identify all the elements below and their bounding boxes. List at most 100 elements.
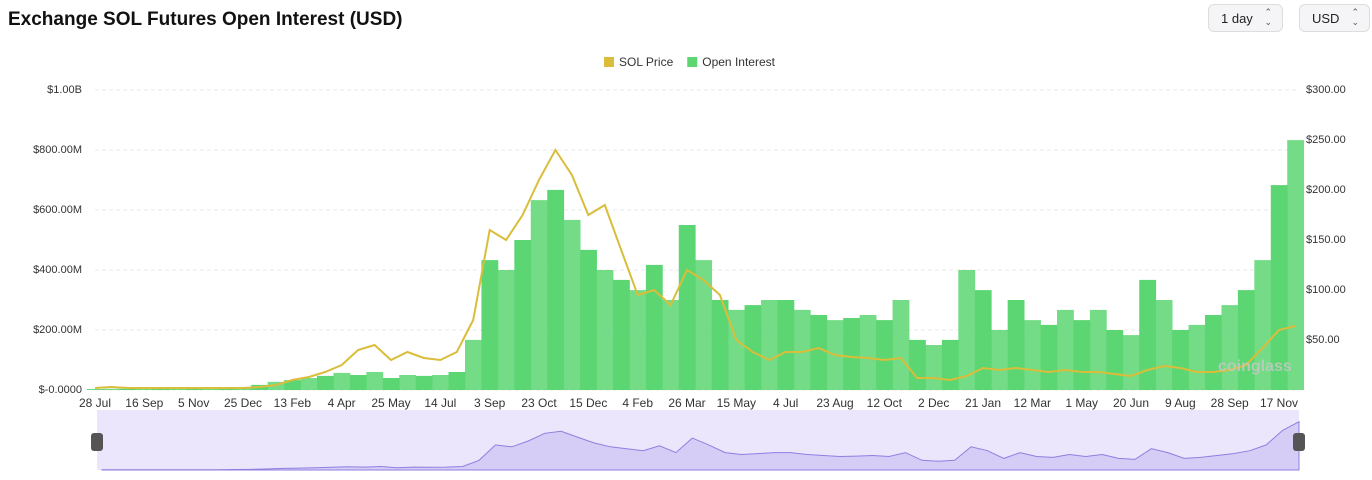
bar: [645, 264, 663, 390]
navigator-handle[interactable]: [91, 433, 103, 451]
bar: [596, 270, 614, 390]
bar: [1024, 320, 1041, 390]
bar: [1221, 305, 1239, 390]
bar: [201, 388, 219, 390]
y-tick-label: $400.00M: [33, 264, 82, 276]
x-tick-label: 25 May: [371, 396, 410, 410]
bar: [629, 290, 647, 390]
bar: [909, 339, 926, 390]
bar: [103, 388, 121, 390]
bar: [1270, 185, 1288, 390]
x-tick-label: 28 Jul: [79, 396, 111, 410]
x-tick-label: 17 Nov: [1260, 396, 1298, 410]
bar: [1254, 260, 1272, 390]
bar: [876, 320, 893, 390]
legend-label: SOL Price: [619, 55, 674, 69]
bar: [991, 330, 1009, 390]
x-tick-label: 20 Jun: [1113, 396, 1149, 410]
bar: [563, 219, 581, 390]
bar: [777, 300, 795, 390]
bar: [1172, 330, 1189, 390]
bar: [547, 189, 565, 390]
bar: [1089, 309, 1107, 390]
bar: [859, 315, 877, 390]
bar: [695, 260, 713, 390]
bar: [382, 378, 400, 390]
x-tick-label: 25 Dec: [224, 396, 262, 410]
bar: [958, 270, 976, 390]
x-tick-label: 21 Jan: [965, 396, 1001, 410]
x-tick-label: 4 Jul: [773, 396, 798, 410]
y2-tick-label: $150.00: [1306, 234, 1346, 246]
x-tick-label: 9 Aug: [1165, 396, 1196, 410]
bar: [1007, 300, 1025, 390]
y2-tick-label: $50.00: [1306, 334, 1340, 346]
bar: [284, 380, 301, 390]
bar: [169, 388, 186, 390]
bar: [925, 345, 943, 390]
y-tick-label: $-0.0000: [39, 384, 82, 396]
x-tick-label: 15 Dec: [569, 396, 607, 410]
bar: [530, 200, 548, 390]
bar: [119, 388, 137, 390]
x-tick-label: 23 Aug: [816, 396, 853, 410]
bar: [465, 339, 482, 390]
bar: [761, 300, 778, 390]
x-tick-label: 28 Sep: [1211, 396, 1249, 410]
bar: [432, 375, 449, 390]
bar: [1040, 324, 1058, 390]
bar: [399, 375, 417, 390]
y-tick-label: $800.00M: [33, 144, 82, 156]
bar: [185, 388, 203, 390]
bar: [152, 388, 170, 390]
legend-label: Open Interest: [702, 55, 775, 69]
bar: [678, 225, 696, 390]
bar: [1139, 279, 1157, 390]
bar: [481, 260, 499, 390]
bar: [415, 375, 433, 390]
bar: [1205, 315, 1222, 390]
watermark: coinglass: [1218, 358, 1292, 375]
bar: [711, 300, 729, 390]
x-tick-label: 26 Mar: [668, 396, 705, 410]
bar: [333, 372, 351, 390]
x-tick-label: 5 Nov: [178, 396, 209, 410]
navigator-handle[interactable]: [1293, 433, 1305, 451]
legend-swatch: [604, 57, 614, 67]
bar: [300, 378, 318, 390]
x-tick-label: 23 Oct: [521, 396, 557, 410]
bar: [1287, 140, 1305, 390]
interval-select[interactable]: 1 day: [1208, 4, 1283, 32]
bar: [892, 300, 910, 390]
bar: [613, 279, 630, 390]
y2-tick-label: $250.00: [1306, 134, 1346, 146]
price-line: [94, 148, 1296, 389]
x-tick-label: 12 Mar: [1014, 396, 1051, 410]
bar: [317, 375, 334, 390]
y-tick-label: $600.00M: [33, 204, 82, 216]
bar: [974, 290, 992, 390]
bar: [1057, 309, 1074, 390]
bar: [744, 305, 762, 390]
bar: [497, 270, 515, 390]
bar: [580, 249, 597, 390]
x-tick-label: 12 Oct: [867, 396, 903, 410]
bar: [843, 318, 861, 390]
chart-title: Exchange SOL Futures Open Interest (USD): [8, 9, 403, 30]
bar: [86, 389, 104, 390]
legend-swatch: [687, 57, 698, 67]
bar: [1237, 290, 1255, 390]
bar: [136, 388, 153, 390]
x-tick-label: 1 May: [1065, 396, 1098, 410]
currency-select[interactable]: USD: [1299, 4, 1370, 32]
y2-tick-label: $100.00: [1306, 284, 1346, 296]
bar: [349, 375, 367, 390]
bar: [1122, 335, 1140, 390]
y-tick-label: $1.00B: [47, 84, 82, 96]
bar: [1188, 324, 1206, 390]
x-tick-label: 4 Apr: [328, 396, 356, 410]
bar: [514, 240, 532, 390]
x-tick-label: 3 Sep: [474, 396, 506, 410]
